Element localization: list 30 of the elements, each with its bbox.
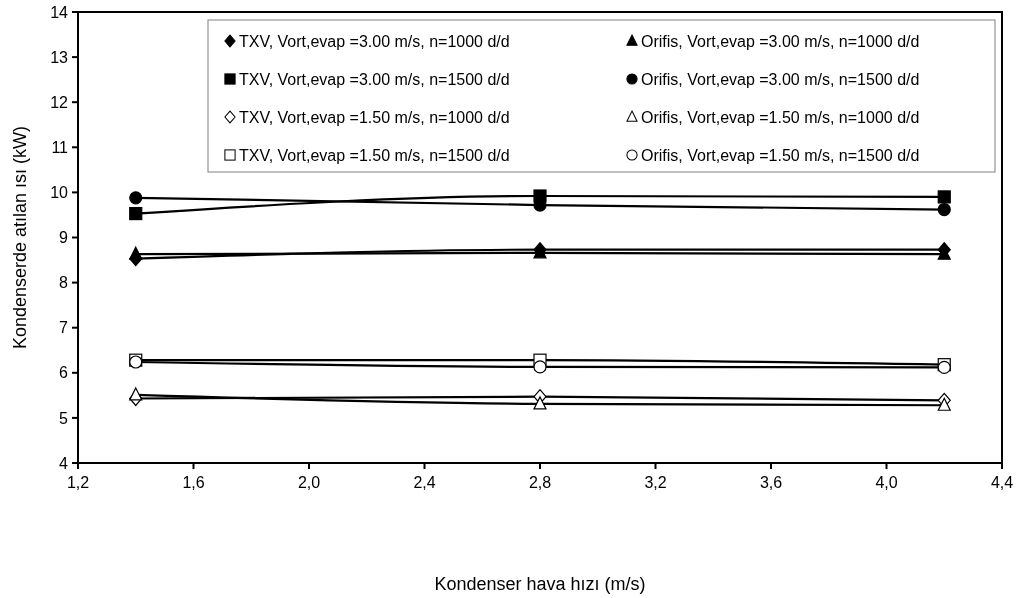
x-tick-label: 3,6 bbox=[759, 474, 783, 491]
y-tick-label: 10 bbox=[50, 184, 69, 201]
legend-label: TXV, Vort,evap =3.00 m/s, n=1500 d/d bbox=[239, 70, 510, 88]
legend-label: Orifis, Vort,evap =3.00 m/s, n=1000 d/d bbox=[641, 32, 920, 50]
legend-label: TXV, Vort,evap =1.50 m/s, n=1500 d/d bbox=[239, 146, 510, 164]
y-tick-label: 13 bbox=[50, 48, 69, 66]
x-tick-label: 3,2 bbox=[644, 474, 667, 491]
y-tick-label: 5 bbox=[59, 409, 69, 427]
y-tick-label: 6 bbox=[59, 364, 69, 382]
x-tick-label: 1,6 bbox=[182, 474, 205, 491]
y-tick-label: 7 bbox=[59, 319, 69, 337]
legend-label: Orifis, Vort,evap =1.50 m/s, n=1000 d/d bbox=[641, 108, 920, 126]
x-tick-label: 2,8 bbox=[528, 474, 552, 491]
y-tick-label: 8 bbox=[59, 274, 69, 292]
y-tick-label: 14 bbox=[50, 3, 69, 21]
x-tick-label: 2,0 bbox=[297, 474, 321, 491]
legend-label: Orifis, Vort,evap =3.00 m/s, n=1500 d/d bbox=[641, 70, 920, 88]
x-tick-label: 4,0 bbox=[875, 474, 898, 491]
x-tick-label: 1,2 bbox=[66, 474, 90, 491]
y-tick-label: 12 bbox=[50, 93, 69, 111]
legend-label: TXV, Vort,evap =3.00 m/s, n=1000 d/d bbox=[239, 32, 510, 50]
x-tick-label: 2,4 bbox=[413, 474, 436, 491]
y-tick-label: 9 bbox=[59, 229, 69, 247]
x-axis-title: Kondenser hava hızı (m/s) bbox=[434, 574, 646, 594]
y-tick-label: 11 bbox=[51, 138, 69, 156]
legend-label: Orifis, Vort,evap =1.50 m/s, n=1500 d/d bbox=[641, 146, 920, 164]
x-tick-label: 4,4 bbox=[990, 474, 1014, 491]
legend-label: TXV, Vort,evap =1.50 m/s, n=1000 d/d bbox=[239, 108, 510, 126]
y-tick-label: 4 bbox=[59, 454, 69, 472]
y-axis-title: Kondenserde atılan ısı (kW) bbox=[10, 125, 30, 350]
